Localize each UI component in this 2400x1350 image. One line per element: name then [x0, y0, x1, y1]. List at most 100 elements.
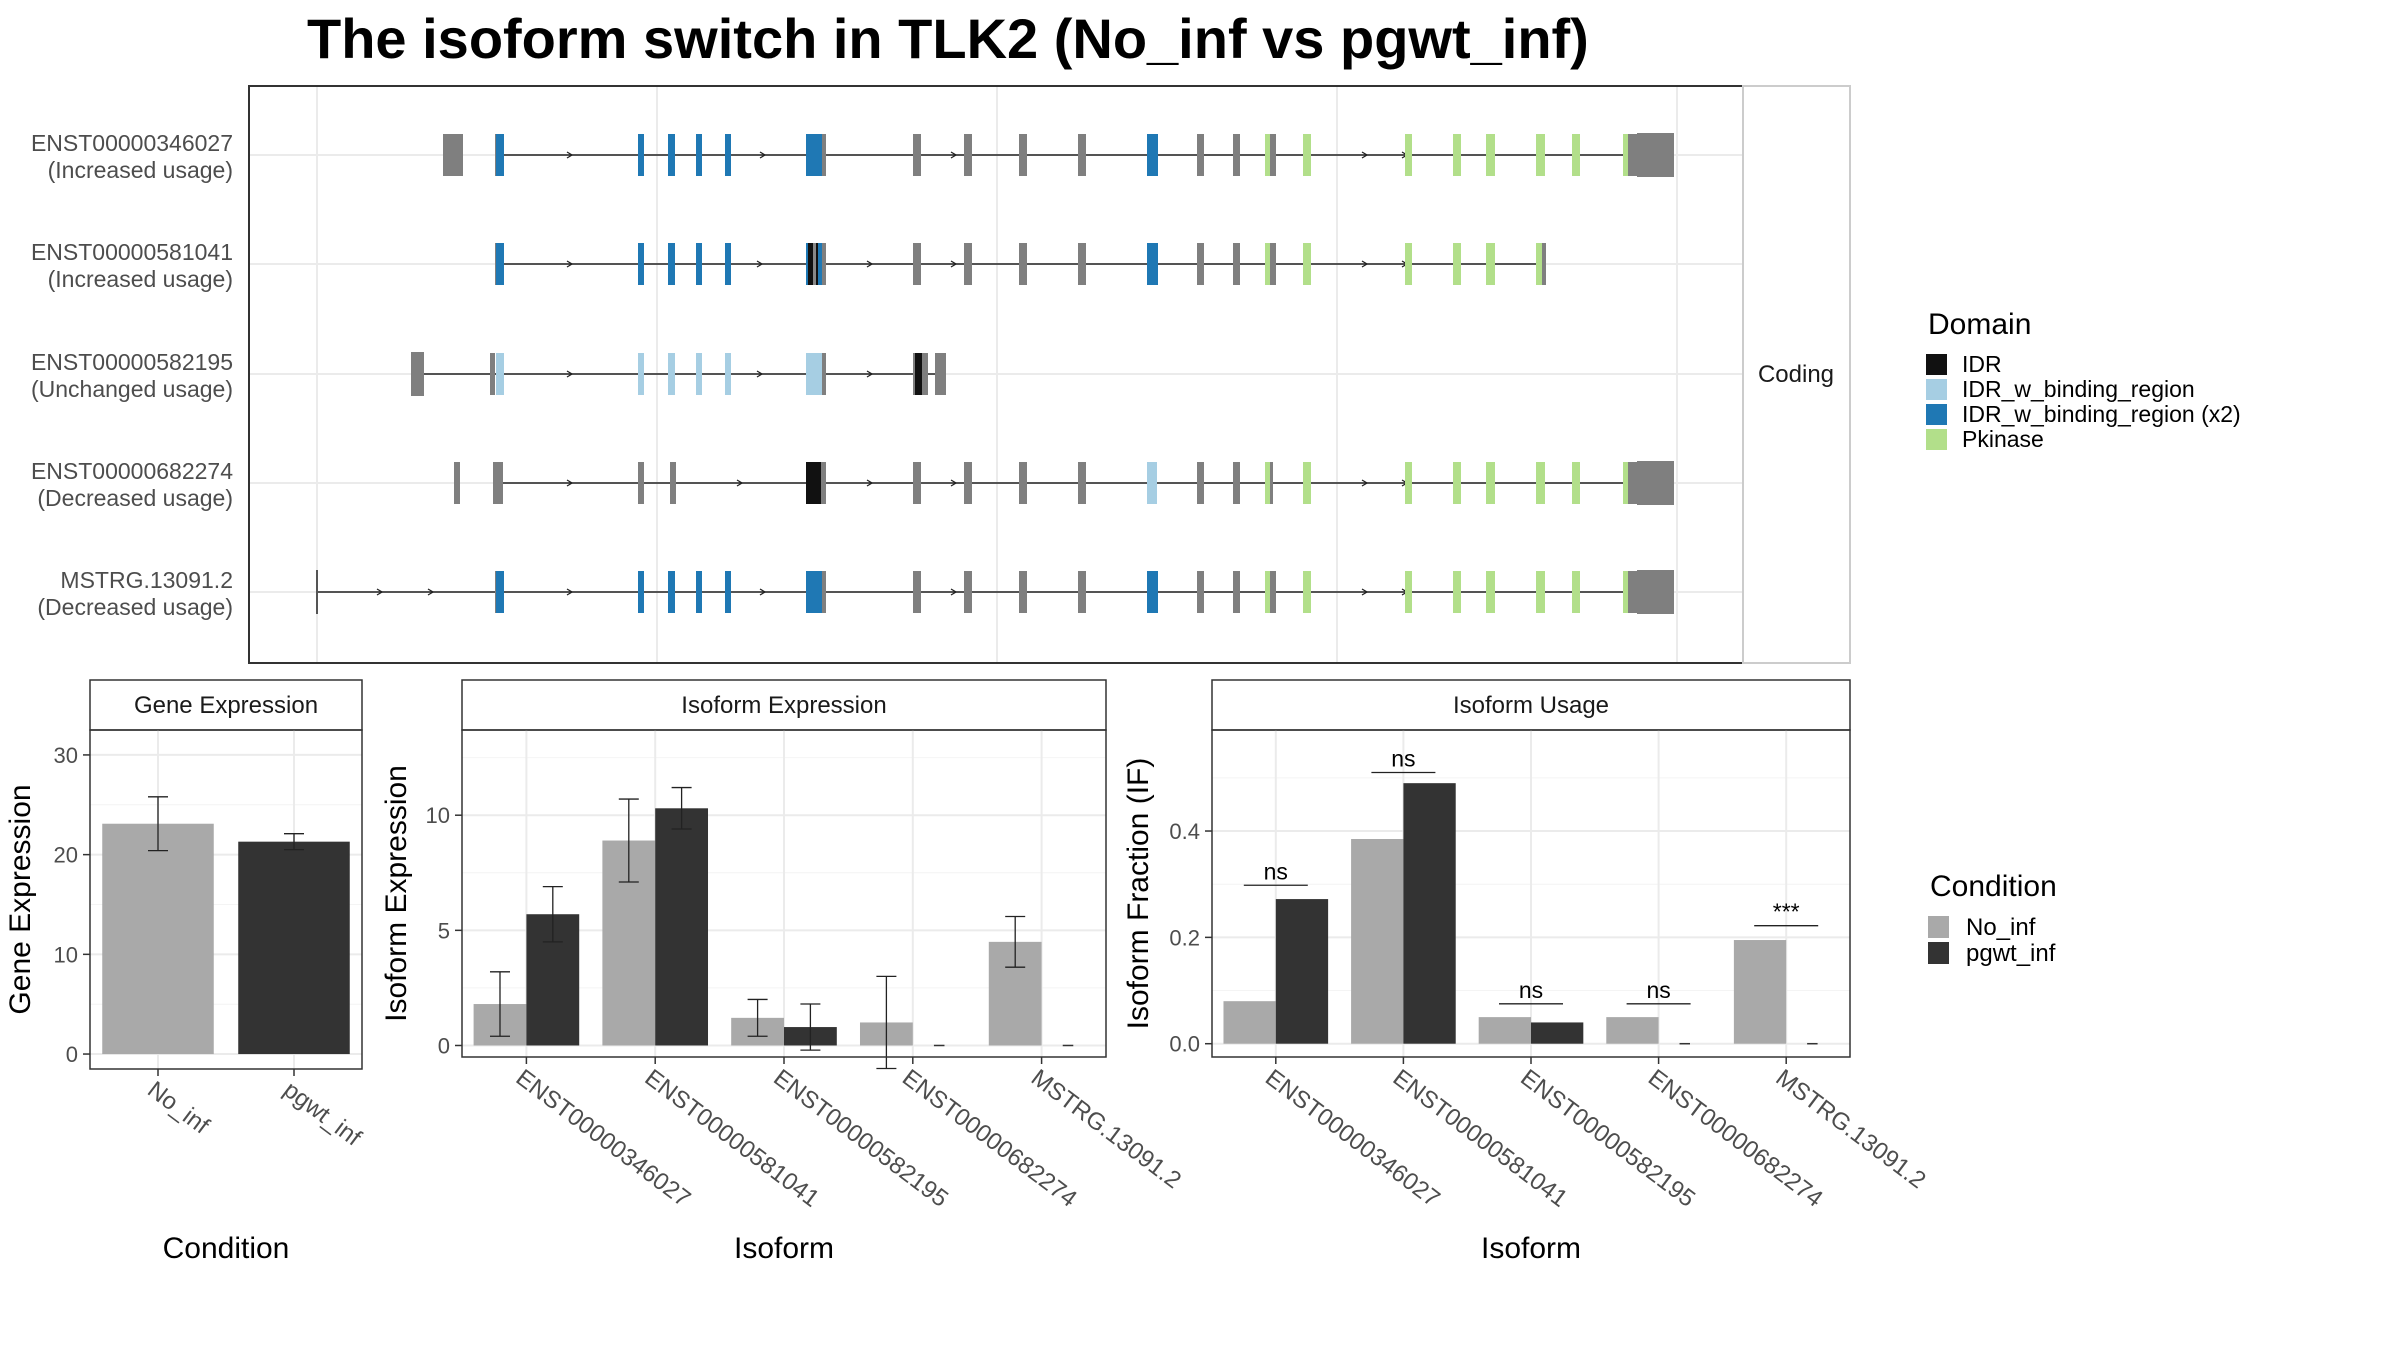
- y-tick-label: 30: [54, 743, 78, 768]
- strand-arrow-icon: [736, 479, 744, 487]
- panel-border: [89, 729, 363, 1070]
- exon-block: [1637, 133, 1674, 177]
- significance-label: ns: [1264, 858, 1288, 884]
- exon-block: [454, 462, 460, 504]
- exon-block: [725, 571, 731, 613]
- exon-block: [668, 243, 675, 285]
- strand-arrow-icon: [566, 479, 574, 487]
- exon-block: [496, 243, 504, 285]
- exon-block: [813, 243, 816, 285]
- exon-block: [1637, 570, 1674, 614]
- y-tick-label: 10: [54, 942, 78, 967]
- exon-block: [668, 353, 675, 395]
- condition-legend-swatch: [1928, 916, 1949, 938]
- strand-arrow-icon: [759, 151, 767, 159]
- exon-block: [1147, 571, 1158, 613]
- transcript-usage-label: (Increased usage): [48, 157, 233, 183]
- bar-pgwt_inf: [655, 808, 709, 1046]
- exon-block: [1303, 462, 1311, 504]
- exon-block: [1405, 134, 1412, 176]
- condition-legend-label: No_inf: [1966, 914, 2036, 941]
- strand-arrow-icon: [759, 588, 767, 596]
- exon-block: [1019, 462, 1027, 504]
- exon-block: [696, 134, 702, 176]
- strand-arrow-icon: [950, 479, 958, 487]
- transcript-usage-label: (Unchanged usage): [31, 376, 233, 402]
- exon-block: [913, 571, 921, 613]
- panel-strip: [461, 679, 1107, 731]
- exon-block: [935, 363, 946, 385]
- domain-legend-label: IDR_w_binding_region (x2): [1962, 401, 2241, 427]
- exon-block: [1453, 571, 1461, 613]
- exon-block: [1147, 134, 1158, 176]
- exon-block: [1019, 571, 1027, 613]
- domain-legend-swatch: [1926, 429, 1947, 450]
- exon-block: [1572, 571, 1580, 613]
- transcript-structure-panel: ENST00000346027(Increased usage)ENST0000…: [31, 85, 1851, 664]
- bar-pgwt_inf: [1275, 899, 1329, 1044]
- exon-block: [1270, 243, 1276, 285]
- exon-block: [696, 353, 702, 395]
- exon-block: [1270, 571, 1276, 613]
- exon-block: [1486, 243, 1495, 285]
- exon-block: [725, 134, 731, 176]
- exon-block: [964, 571, 972, 613]
- exon-block: [1536, 571, 1545, 613]
- domain-legend: Domain IDRIDR_w_binding_regionIDR_w_bindi…: [1926, 308, 2241, 452]
- strand-arrow-icon: [566, 370, 574, 378]
- exon-block: [1197, 462, 1204, 504]
- bar-No_inf: [1733, 940, 1787, 1044]
- exon-block: [1197, 134, 1204, 176]
- figure-title: The isoform switch in TLK2 (No_inf vs pg…: [307, 7, 1589, 70]
- exon-block: [1265, 243, 1270, 285]
- y-tick-label: 20: [54, 843, 78, 868]
- significance-label: ns: [1519, 977, 1543, 1003]
- y-tick-label: 0.4: [1169, 819, 1200, 844]
- exon-block: [1628, 571, 1637, 613]
- exon-block: [1147, 243, 1158, 285]
- panel-strip-label: Gene Expression: [134, 692, 318, 719]
- strand-arrow-icon: [866, 260, 874, 268]
- exon-block: [1628, 462, 1637, 504]
- exon-block: [725, 353, 731, 395]
- exon-block: [822, 571, 826, 613]
- strand-arrow-icon: [866, 370, 874, 378]
- exon-block: [1270, 134, 1276, 176]
- bar-No_inf: [102, 823, 214, 1055]
- strand-arrow-icon: [756, 370, 764, 378]
- exon-block: [1536, 134, 1545, 176]
- y-tick-label: 0: [66, 1042, 78, 1067]
- exon-block: [806, 571, 822, 613]
- strand-arrow-icon: [1361, 260, 1369, 268]
- exon-block: [964, 134, 972, 176]
- exon-block: [668, 134, 675, 176]
- exon-block: [1405, 462, 1412, 504]
- bar-pgwt_inf: [1403, 783, 1456, 1044]
- bar-pgwt_inf: [238, 841, 350, 1055]
- exon-block: [670, 462, 676, 504]
- exon-block: [1303, 243, 1311, 285]
- domain-legend-label: IDR_w_binding_region: [1962, 376, 2195, 402]
- transcript-row: ENST00000582195(Unchanged usage): [31, 349, 946, 402]
- exon-block: [1637, 461, 1674, 505]
- condition-legend-swatch: [1928, 942, 1949, 964]
- exon-block: [1486, 462, 1495, 504]
- significance-label: ***: [1773, 899, 1800, 925]
- transcript-usage-label: (Increased usage): [48, 266, 233, 292]
- exon-block: [1265, 134, 1270, 176]
- exon-block: [1078, 134, 1086, 176]
- exon-block: [1233, 462, 1240, 504]
- facet-strip: [1742, 85, 1851, 664]
- exon-block: [806, 353, 822, 395]
- domain-legend-swatch: [1926, 354, 1947, 375]
- strand-arrow-icon: [376, 588, 384, 596]
- transcript-row: ENST00000581041(Increased usage): [31, 239, 1546, 292]
- exon-block: [1572, 134, 1580, 176]
- exon-block: [490, 353, 495, 395]
- exon-block: [443, 134, 463, 176]
- exon-block: [638, 462, 644, 504]
- strand-arrow-icon: [1361, 588, 1369, 596]
- bar-No_inf: [1478, 1017, 1531, 1044]
- domain-legend-label: IDR: [1962, 351, 2002, 377]
- exon-block: [1233, 134, 1240, 176]
